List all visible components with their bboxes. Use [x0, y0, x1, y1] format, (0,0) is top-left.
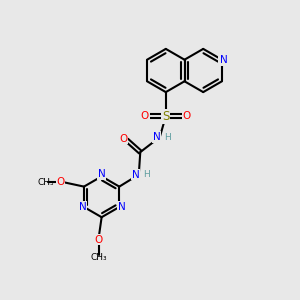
Text: H: H [143, 170, 150, 179]
Text: H: H [164, 133, 171, 142]
Text: N: N [220, 55, 227, 65]
Text: CH₃: CH₃ [90, 253, 107, 262]
Text: N: N [118, 202, 126, 212]
Text: O: O [141, 111, 149, 121]
Text: O: O [119, 134, 127, 144]
Text: CH₃: CH₃ [37, 178, 54, 187]
Text: O: O [183, 111, 191, 121]
Text: S: S [162, 110, 169, 123]
Text: N: N [79, 202, 86, 212]
Text: O: O [56, 177, 65, 187]
Text: O: O [94, 235, 103, 245]
Text: N: N [153, 132, 161, 142]
Text: N: N [132, 169, 140, 180]
Text: N: N [98, 169, 106, 179]
